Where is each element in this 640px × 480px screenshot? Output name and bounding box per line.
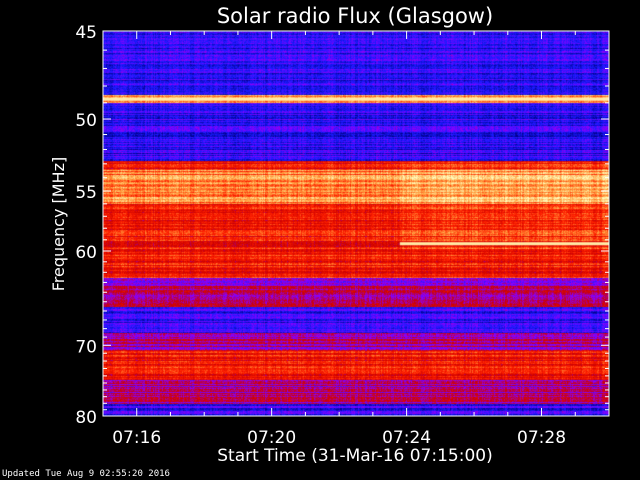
spectrogram-image	[103, 31, 609, 416]
y-tick-label: 70	[75, 337, 97, 357]
y-tick-label: 45	[75, 23, 97, 43]
axes: 45 50 55 60 70 80 07:16 07:20 07:24 07:28	[75, 23, 610, 448]
updated-timestamp: Updated Tue Aug 9 02:55:20 2016	[2, 469, 170, 479]
plot-frame	[102, 30, 610, 417]
x-tick-label: 07:28	[517, 428, 566, 448]
spectrogram-plot	[103, 31, 609, 416]
x-tick-label: 07:16	[112, 428, 161, 448]
y-tick-label: 55	[75, 183, 97, 203]
y-axis-label: Frequency [MHz]	[49, 157, 68, 291]
y-tick-label: 80	[75, 408, 97, 428]
y-tick-label: 60	[75, 243, 97, 263]
x-tick-label: 07:24	[382, 428, 431, 448]
y-tick-label: 50	[75, 111, 97, 131]
x-axis-label: Start Time (31-Mar-16 07:15:00)	[217, 446, 492, 466]
chart-title: Solar radio Flux (Glasgow)	[217, 4, 493, 28]
x-tick-label: 07:20	[247, 428, 296, 448]
